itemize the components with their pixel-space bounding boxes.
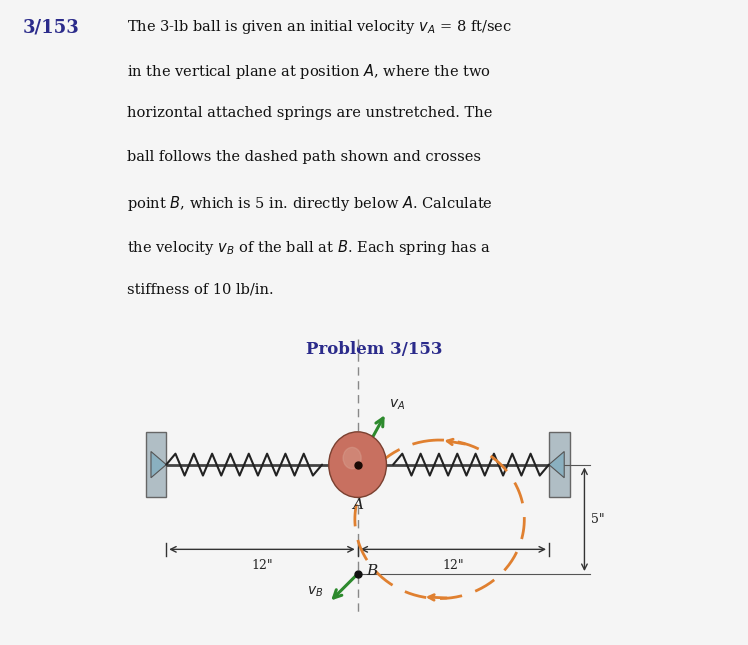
Text: $v_A$: $v_A$ [389, 397, 405, 412]
Polygon shape [151, 451, 166, 478]
Text: horizontal attached springs are unstretched. The: horizontal attached springs are unstretc… [127, 106, 492, 120]
Text: A: A [352, 499, 363, 512]
Text: 12": 12" [443, 559, 464, 572]
Text: point $B$, which is 5 in. directly below $A$. Calculate: point $B$, which is 5 in. directly below… [127, 194, 493, 213]
Text: The 3-lb ball is given an initial velocity $v_A$ = 8 ft/sec: The 3-lb ball is given an initial veloci… [127, 18, 512, 36]
Text: the velocity $v_B$ of the ball at $B$. Each spring has a: the velocity $v_B$ of the ball at $B$. E… [127, 239, 491, 257]
Text: $v_B$: $v_B$ [307, 585, 324, 599]
Text: in the vertical plane at position $A$, where the two: in the vertical plane at position $A$, w… [127, 62, 491, 81]
Ellipse shape [328, 432, 387, 497]
Bar [146, 432, 166, 497]
Text: 5": 5" [591, 513, 604, 526]
Text: B: B [366, 564, 377, 578]
Text: Problem 3/153: Problem 3/153 [306, 341, 442, 357]
Text: 3/153: 3/153 [22, 18, 79, 36]
Text: stiffness of 10 lb/in.: stiffness of 10 lb/in. [127, 283, 274, 297]
Text: ball follows the dashed path shown and crosses: ball follows the dashed path shown and c… [127, 150, 481, 164]
Text: 12": 12" [251, 559, 273, 572]
Bar [549, 432, 570, 497]
Polygon shape [549, 451, 564, 478]
Ellipse shape [343, 448, 361, 469]
